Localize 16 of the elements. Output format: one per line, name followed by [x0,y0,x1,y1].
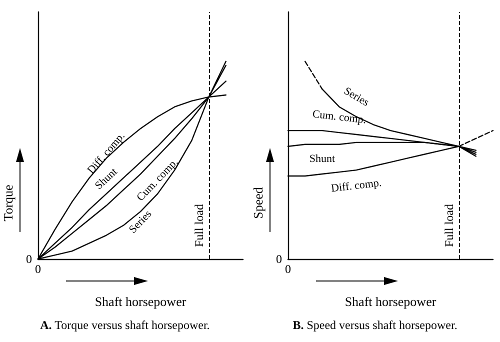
y-axis-title: Torque [0,184,16,222]
x-axis-title: Shaft horsepower [94,294,187,309]
text: A. Torque versus shaft horsepower. [40,318,210,332]
text: 0 [35,262,41,276]
text: 0 [285,262,291,276]
y-axis-title: Speed [250,186,266,219]
text: Series [342,85,371,109]
text: 0 [276,252,282,266]
text: Full load [192,204,206,247]
text: Full load [442,204,456,247]
text: Diff. comp. [330,176,382,195]
x-axis-title: Shaft horsepower [344,294,437,309]
text: 0 [26,252,32,266]
text: Cum. comp. [312,108,368,126]
series-label: Shunt [309,153,336,166]
text: B. Speed versus shaft horsepower. [292,318,458,332]
